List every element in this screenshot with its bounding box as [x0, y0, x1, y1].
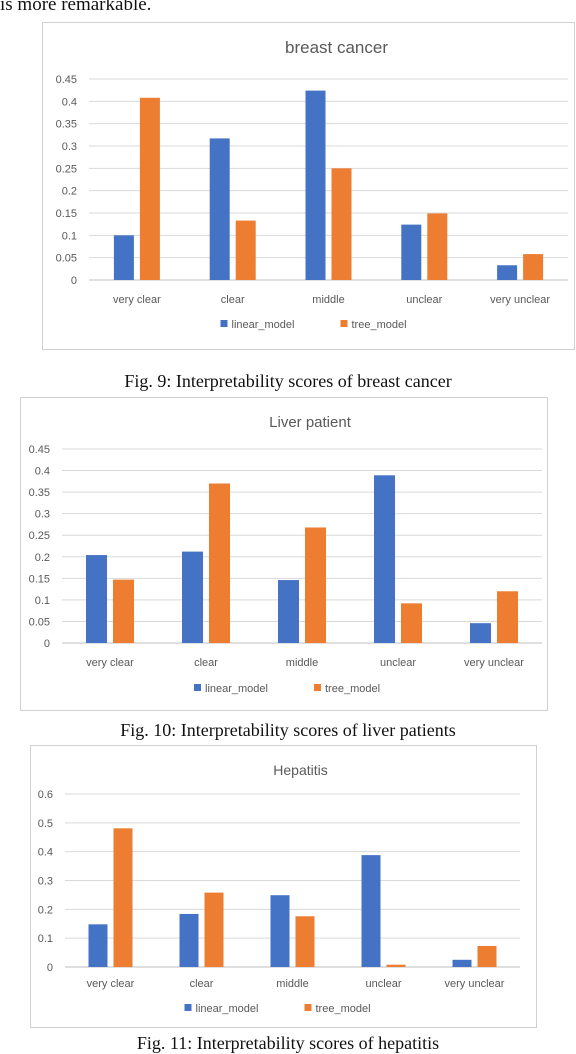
legend-swatch	[304, 1004, 312, 1011]
figure-9-caption: Fig. 9: Interpretability scores of breas…	[124, 371, 452, 391]
y-tick-label: 0.15	[56, 208, 77, 220]
bar-tree-model	[235, 220, 256, 280]
bar-linear-model	[179, 913, 199, 967]
y-tick-label: 0.1	[38, 933, 53, 945]
x-tick-label: very clear	[113, 294, 161, 306]
legend-label: tree_model	[325, 683, 380, 695]
x-tick-label: middle	[312, 294, 344, 306]
y-tick-label: 0.3	[62, 141, 77, 153]
bar-tree-model	[401, 603, 422, 643]
y-tick-label: 0.45	[29, 444, 50, 456]
chart-svg: breast cancer 0 0.05 0.1 0.15 0.2 0.25 0.3 0.35 0…	[56, 38, 568, 331]
bar-linear-model	[497, 265, 518, 280]
x-tick-label: middle	[276, 978, 308, 990]
y-tick-label: 0.25	[56, 163, 77, 175]
y-tick-label: 0.05	[56, 253, 77, 265]
bar-linear-model	[113, 235, 134, 280]
liver-patient-chart: Liver patient 0 0.05 0.1 0.15 0.2 0.25 0.3 0.35 0…	[20, 397, 548, 711]
x-tick-label: very unclear	[445, 978, 505, 990]
bar-linear-model	[182, 551, 203, 643]
bar-tree-model	[477, 945, 497, 967]
hepatitis-chart: Hepatitis 0 0.1 0.2 0.3 0.4 0.5 0.6 very clear cl…	[30, 745, 537, 1028]
chart-svg: Liver patient 0 0.05 0.1 0.15 0.2 0.25 0.3 0.35 0…	[29, 414, 542, 695]
y-tick-label: 0.5	[38, 818, 53, 830]
breast-cancer-chart: breast cancer 0 0.05 0.1 0.15 0.2 0.25 0.3 0.35 0…	[42, 22, 575, 350]
y-tick-label: 0.1	[62, 230, 77, 242]
y-tick-label: 0.05	[29, 616, 50, 628]
bar-tree-model	[209, 483, 230, 643]
chart-title: breast cancer	[285, 38, 388, 57]
figure-11-caption: Fig. 11: Interpretability scores of hepa…	[136, 1033, 440, 1053]
bar-linear-model	[88, 924, 108, 967]
bar-linear-model	[452, 959, 472, 967]
y-tick-label: 0.3	[38, 876, 53, 888]
bar-linear-model	[209, 138, 230, 280]
y-tick-label: 0.45	[56, 74, 77, 86]
y-tick-label: 0.35	[56, 119, 77, 131]
chart-title: Liver patient	[269, 414, 352, 431]
bar-tree-model	[386, 964, 406, 967]
y-tick-label: 0.4	[35, 466, 50, 478]
bar-linear-model	[470, 623, 491, 643]
y-tick-label: 0.2	[62, 186, 77, 198]
legend-label: linear_model	[196, 1003, 259, 1015]
bar-tree-model	[295, 916, 315, 967]
y-tick-label: 0.35	[29, 487, 50, 499]
y-tick-label: 0.4	[62, 96, 77, 108]
bar-linear-model	[270, 895, 290, 967]
legend-swatch	[220, 320, 228, 327]
bar-tree-model	[113, 828, 133, 967]
x-tick-label: very clear	[87, 978, 135, 990]
bar-linear-model	[374, 475, 395, 643]
bar-tree-model	[113, 579, 134, 643]
body-text-fragment: is more remarkable.	[0, 0, 152, 15]
bar-linear-model	[401, 224, 422, 280]
chart-svg: Hepatitis 0 0.1 0.2 0.3 0.4 0.5 0.6 very clear cl…	[38, 762, 520, 1015]
x-tick-label: clear	[221, 294, 245, 306]
x-tick-label: unclear	[406, 294, 442, 306]
y-tick-label: 0.2	[38, 904, 53, 916]
bar-linear-model	[361, 855, 381, 967]
bar-tree-model	[305, 527, 326, 643]
y-tick-label: 0.6	[38, 789, 53, 801]
bar-linear-model	[305, 90, 326, 280]
legend-swatch	[340, 320, 348, 327]
y-tick-label: 0	[71, 275, 77, 287]
figure-10-caption: Fig. 10: Interpretability scores of live…	[120, 720, 456, 740]
bar-tree-model	[204, 892, 224, 967]
x-tick-label: very unclear	[490, 294, 550, 306]
bar-tree-model	[427, 213, 448, 280]
x-tick-label: unclear	[365, 978, 401, 990]
legend-label: linear_model	[232, 319, 295, 331]
bar-linear-model	[86, 555, 107, 643]
chart-title: Hepatitis	[273, 762, 327, 778]
legend-swatch	[314, 684, 321, 691]
bar-tree-model	[497, 591, 518, 643]
y-tick-label: 0.25	[29, 530, 50, 542]
y-tick-label: 0.15	[29, 573, 50, 585]
x-tick-label: unclear	[380, 657, 416, 669]
legend-swatch	[194, 684, 201, 691]
bar-linear-model	[278, 580, 299, 643]
x-tick-label: clear	[194, 657, 218, 669]
y-tick-label: 0.2	[35, 552, 50, 564]
legend-label: linear_model	[205, 683, 268, 695]
legend-label: tree_model	[352, 319, 407, 331]
y-tick-label: 0	[47, 962, 53, 974]
y-tick-label: 0	[44, 638, 50, 650]
x-tick-label: very clear	[86, 657, 134, 669]
bar-tree-model	[139, 97, 160, 280]
x-tick-label: very unclear	[464, 657, 524, 669]
y-tick-label: 0.3	[35, 509, 50, 521]
x-tick-label: middle	[286, 657, 318, 669]
y-tick-label: 0.1	[35, 595, 50, 607]
legend-swatch	[184, 1004, 192, 1011]
x-tick-label: clear	[190, 978, 214, 990]
legend-label: tree_model	[316, 1003, 371, 1015]
y-tick-label: 0.4	[38, 847, 53, 859]
bar-tree-model	[331, 168, 352, 280]
bar-tree-model	[523, 254, 544, 280]
